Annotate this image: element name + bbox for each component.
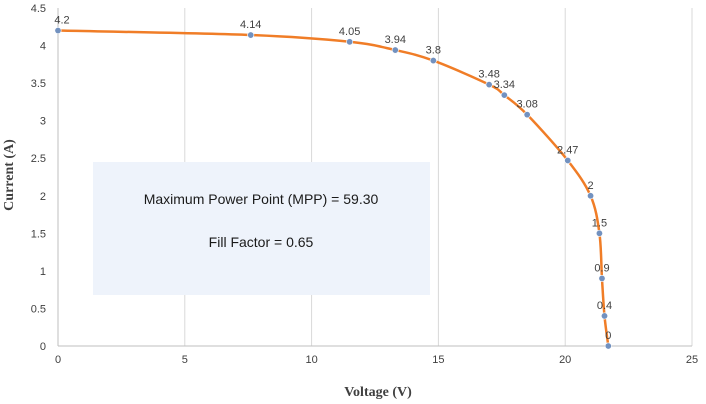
data-label: 3.08: [516, 99, 537, 111]
y-tick-label: 1.5: [31, 228, 46, 240]
y-tick-label: 4.5: [31, 3, 46, 15]
data-point: [54, 27, 62, 35]
data-labels: 4.2 4.14 4.05 3.94 3.8 3.483.343.08 2.47 2 1.5 0.…: [54, 15, 612, 342]
data-label: 0.4: [597, 300, 612, 312]
y-tick-label: 2.5: [31, 153, 46, 165]
annotation-box: [93, 162, 430, 295]
data-label: 4.2: [54, 15, 69, 27]
y-tick-label: 0.5: [31, 303, 46, 315]
mpp-annotation: Maximum Power Point (MPP) = 59.30: [144, 191, 379, 207]
data-label: 2.47: [557, 144, 578, 156]
data-point: [247, 31, 255, 39]
data-point: [564, 156, 572, 164]
data-label: 3.48: [478, 69, 499, 81]
data-point: [485, 81, 493, 89]
y-tick-label: 3.5: [31, 78, 46, 90]
x-tick-label: 10: [305, 354, 317, 366]
data-label: 4.14: [240, 19, 261, 31]
x-tick-label: 20: [559, 354, 571, 366]
data-label: 0: [605, 330, 611, 342]
data-point: [601, 312, 609, 320]
data-label: 0.9: [594, 262, 609, 274]
data-point: [346, 38, 354, 46]
x-tick-label: 0: [55, 354, 61, 366]
x-axis-title: Voltage (V): [344, 385, 412, 400]
y-tick-label: 2: [40, 191, 46, 203]
y-tick-label: 4: [40, 41, 46, 53]
data-point: [604, 342, 612, 350]
data-label: 3.8: [426, 45, 441, 57]
data-point: [587, 192, 595, 200]
data-label: 3.94: [385, 34, 406, 46]
fill-factor-annotation: Fill Factor = 0.65: [209, 234, 314, 250]
data-point: [598, 274, 606, 282]
data-point: [595, 229, 603, 237]
x-tick-label: 25: [686, 354, 698, 366]
data-label: 3.34: [494, 79, 515, 91]
data-label: 2: [587, 180, 593, 192]
data-point: [500, 91, 508, 99]
x-tick-label: 5: [182, 354, 188, 366]
y-tick-label: 3: [40, 116, 46, 128]
data-point: [429, 57, 437, 65]
y-tick-label: 1: [40, 266, 46, 278]
data-point: [523, 111, 531, 119]
x-tick-label: 15: [432, 354, 444, 366]
y-axis-title: Current (A): [2, 139, 17, 211]
data-label: 1.5: [592, 217, 607, 229]
data-label: 4.05: [339, 26, 360, 38]
data-markers: [54, 27, 612, 350]
data-point: [391, 46, 399, 54]
y-tick-label: 0: [40, 341, 46, 353]
axes: [57, 8, 692, 347]
